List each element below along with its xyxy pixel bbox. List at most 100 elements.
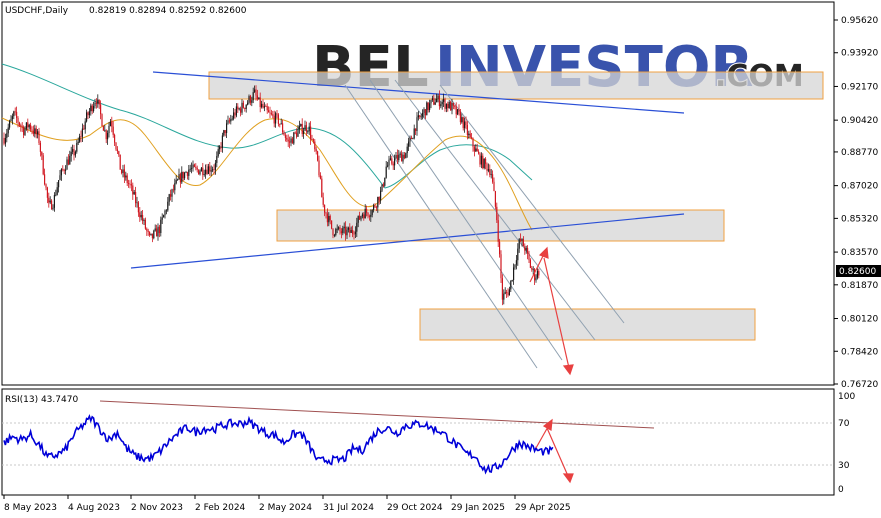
candle-body (251, 100, 253, 103)
current-price-tag: 0.82600 (836, 265, 881, 277)
candle-body (420, 116, 422, 118)
candle-body (109, 121, 111, 127)
candle-body (367, 212, 369, 217)
candle-body (100, 104, 102, 115)
candle-body (65, 169, 67, 171)
price-tick-label: 0.78420 (841, 347, 878, 357)
candle-body (353, 233, 355, 235)
candle-body (394, 158, 396, 166)
candle-body (385, 166, 387, 178)
candle-body (332, 228, 334, 236)
candle-body (424, 109, 426, 116)
candle-body (72, 149, 74, 152)
candle-body (476, 148, 478, 152)
candle-body (382, 184, 384, 186)
candle-body (461, 117, 463, 123)
price-axis: 0.95620 0.93920 0.92170 0.90420 0.88770 0.870… (834, 16, 878, 390)
candle-body (347, 227, 349, 230)
candle-body (301, 123, 303, 135)
current-price-label: 0.82600 (839, 267, 876, 277)
candle-body (458, 109, 460, 112)
candle-body (324, 204, 326, 213)
candle-body (123, 169, 125, 178)
candle-body (436, 98, 438, 103)
candle-body (247, 102, 249, 105)
candle-body (319, 175, 321, 179)
candle-body (146, 228, 148, 231)
candle-body (241, 102, 243, 113)
time-axis: 8 May 2023 4 Aug 2023 2 Nov 2023 2 Feb 2024… (3, 495, 571, 513)
candle-body (49, 200, 51, 203)
candle-body (363, 214, 365, 219)
candle-body (119, 154, 121, 170)
candle-body (487, 169, 489, 171)
candle-body (67, 159, 69, 165)
candle-body (361, 214, 363, 217)
time-tick-label: 29 Jan 2025 (451, 503, 505, 513)
candle-body (462, 117, 464, 129)
candle-body (284, 135, 286, 138)
candle-body (86, 112, 88, 122)
time-tick-label: 2 May 2024 (259, 503, 312, 513)
candle-body (35, 128, 37, 135)
candle-body (511, 280, 513, 281)
candle-body (283, 132, 285, 136)
candle-body (28, 124, 30, 128)
candle-body (459, 111, 461, 123)
candle-body (430, 99, 432, 104)
candle-body (287, 139, 289, 142)
candle-body (286, 137, 288, 140)
resistance-zone-middle (276, 209, 725, 242)
time-tick-label: 2 Nov 2023 (131, 503, 183, 513)
time-tick-label: 8 May 2023 (4, 503, 57, 513)
candle-body (185, 172, 187, 174)
candle-body (199, 171, 201, 175)
candle-body (217, 149, 219, 157)
candle-body (177, 179, 179, 181)
candle-body (147, 230, 149, 232)
candle-body (171, 189, 173, 197)
price-tick-label: 0.83570 (841, 248, 878, 258)
candle-body (115, 142, 117, 150)
forecast-arrows (529, 246, 574, 376)
symbol-label: USDCHF,Daily (5, 6, 69, 16)
candle-body (188, 169, 190, 176)
candle-body (83, 128, 85, 130)
candle-body (504, 292, 506, 294)
candle-body (373, 205, 375, 211)
candle-body (238, 108, 240, 110)
candle-body (535, 277, 537, 281)
candle-body (269, 112, 271, 114)
candle-body (360, 216, 362, 220)
candle-body (107, 133, 109, 140)
candle-body (406, 146, 408, 154)
price-tick-label: 0.92170 (841, 82, 878, 92)
candle-body (409, 137, 411, 142)
candle-body (128, 183, 130, 184)
candle-body (305, 125, 307, 132)
candle-body (161, 217, 163, 220)
price-tick-label: 0.85320 (841, 214, 878, 224)
candle-body (77, 141, 79, 144)
candle-body (34, 128, 36, 134)
time-tick-label: 29 Apr 2025 (515, 503, 571, 513)
candle-body (389, 158, 391, 160)
candle-body (289, 141, 291, 143)
candle-body (73, 149, 75, 156)
rsi-tick-70: 70 (838, 419, 850, 429)
candle-body (291, 138, 293, 144)
candle-body (520, 239, 522, 241)
candle-body (304, 125, 306, 131)
candle-body (156, 228, 158, 237)
candle-body (154, 228, 156, 231)
candle-body (157, 226, 159, 237)
candle-body (445, 103, 447, 109)
candle-body (349, 227, 351, 233)
candle-body (164, 210, 166, 216)
candle-body (210, 170, 212, 172)
candle-body (377, 196, 379, 208)
candle-body (279, 123, 281, 125)
candle-body (226, 123, 228, 134)
candle-body (276, 113, 278, 115)
candle-body (142, 214, 144, 222)
